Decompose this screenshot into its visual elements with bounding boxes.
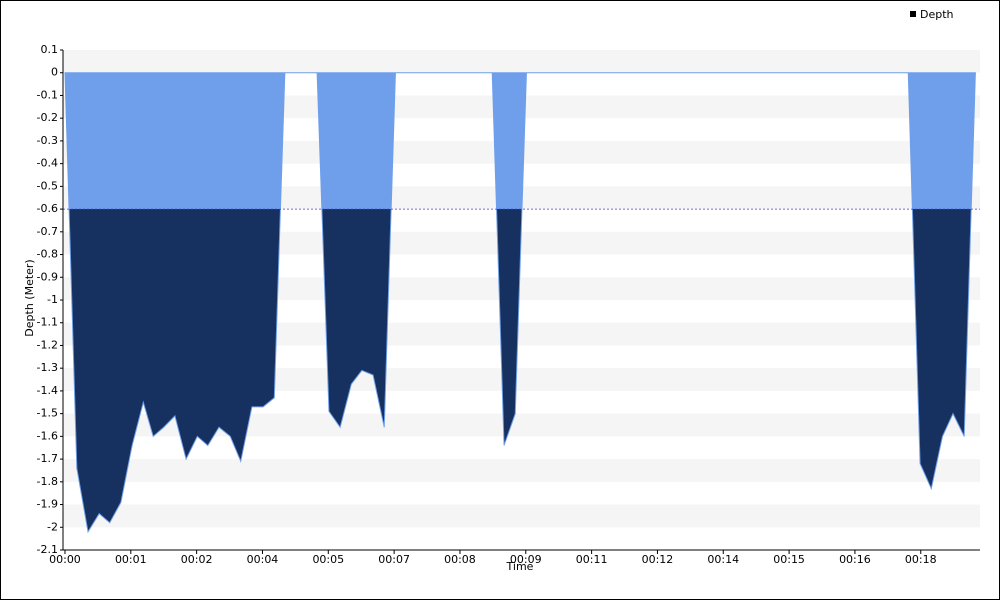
y-tick-label: -1.4	[37, 384, 58, 397]
grid-band	[63, 368, 980, 391]
x-tick-label: 00:05	[312, 553, 344, 566]
y-tick-label: -1.6	[37, 429, 58, 442]
y-tick-label: -1.8	[37, 475, 58, 488]
y-tick-label: -0.7	[37, 225, 58, 238]
y-tick-label: -0.5	[37, 179, 58, 192]
x-tick-label: 00:14	[707, 553, 739, 566]
legend-swatch	[910, 11, 916, 17]
x-tick-label: 00:07	[378, 553, 410, 566]
grid-band	[63, 322, 980, 346]
y-tick-label: -1	[47, 293, 58, 306]
x-tick-label: 00:18	[905, 553, 937, 566]
x-tick-label: 00:02	[181, 553, 213, 566]
y-tick-label: -1.3	[37, 361, 58, 374]
x-tick-label: 00:00	[49, 553, 81, 566]
x-tick-label: 00:15	[773, 553, 805, 566]
grid-band	[63, 277, 980, 300]
x-tick-label: 00:09	[510, 553, 542, 566]
x-tick-label: 00:04	[247, 553, 279, 566]
x-tick-label: 00:11	[576, 553, 608, 566]
grid-band	[63, 50, 980, 73]
grid-band	[63, 413, 980, 437]
y-tick-label: -1.9	[37, 498, 58, 511]
y-tick-label: -2.1	[37, 543, 58, 556]
y-tick-label: -0.9	[37, 270, 58, 283]
x-axis-title: Time	[506, 560, 534, 573]
grid-band	[63, 459, 980, 482]
area	[64, 72, 976, 534]
y-tick-label: -0.1	[37, 88, 58, 101]
y-tick-label: -1.2	[37, 338, 58, 351]
grid-band	[63, 504, 980, 528]
y-tick-label: -1.5	[37, 407, 58, 420]
y-tick-label: -2	[47, 520, 58, 533]
y-tick-label: 0.1	[41, 43, 59, 56]
y-tick-label: -0.8	[37, 248, 58, 261]
y-tick-label: -1.7	[37, 452, 58, 465]
y-tick-label: -0.3	[37, 134, 58, 147]
y-tick-label: -0.2	[37, 111, 58, 124]
x-tick-label: 00:12	[642, 553, 674, 566]
y-axis-title: Depth (Meter)	[23, 259, 36, 336]
x-tick-label: 00:16	[839, 553, 871, 566]
x-tick-label: 00:01	[115, 553, 147, 566]
y-tick-label: -0.6	[37, 202, 58, 215]
y-tick-label: 0	[51, 66, 58, 79]
legend-label: Depth	[920, 8, 954, 21]
y-tick-label: -0.4	[37, 157, 58, 170]
x-tick-label: 00:08	[444, 553, 476, 566]
grid-band	[63, 231, 980, 255]
y-tick-label: -1.1	[37, 316, 58, 329]
